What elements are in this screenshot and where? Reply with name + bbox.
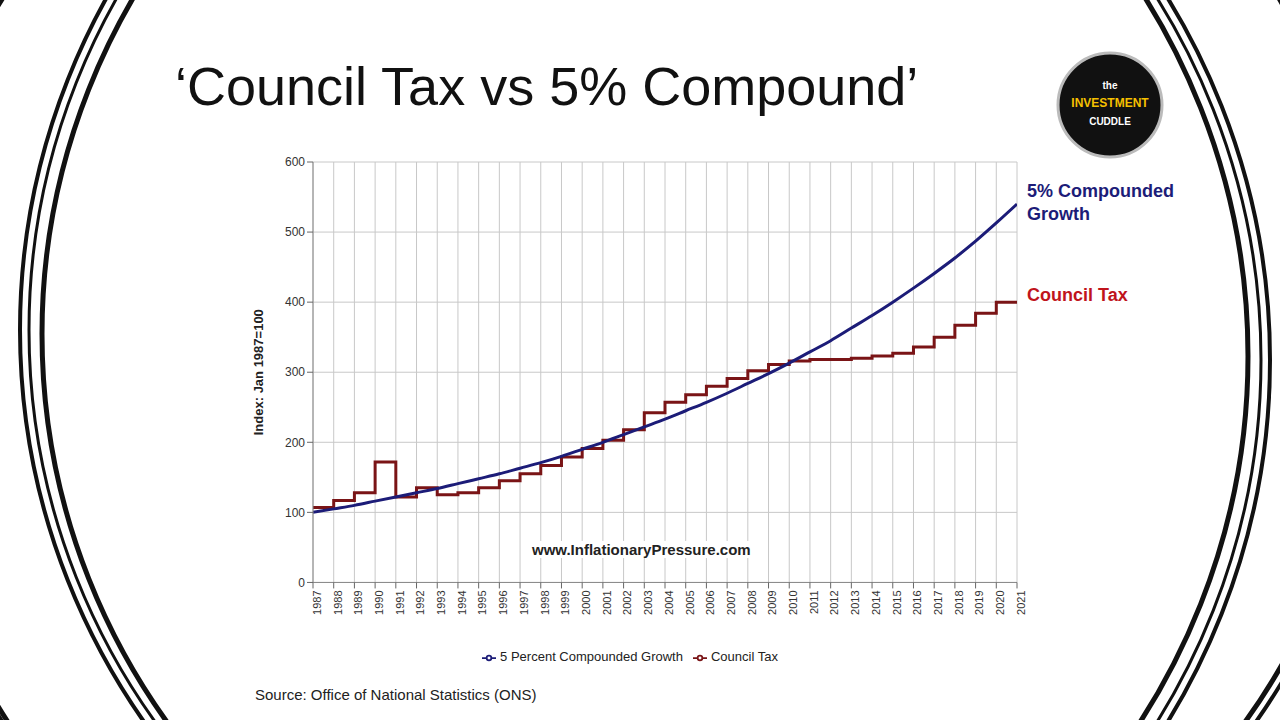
svg-text:2020: 2020 xyxy=(994,590,1006,614)
svg-text:2014: 2014 xyxy=(870,590,882,614)
html-text:5 Percent Compounded Growth: 5 Percent Compounded Growth xyxy=(500,649,683,665)
svg-text:1994: 1994 xyxy=(456,590,468,614)
svg-text:1998: 1998 xyxy=(539,590,551,614)
svg-text:2005: 2005 xyxy=(684,590,696,614)
svg-text:2011: 2011 xyxy=(808,590,820,614)
html-text:Council Tax: Council Tax xyxy=(710,649,778,665)
svg-text:600: 600 xyxy=(285,155,305,169)
svg-text:0: 0 xyxy=(298,576,305,590)
svg-text:2007: 2007 xyxy=(725,590,737,614)
svg-text:2004: 2004 xyxy=(663,590,675,614)
svg-text:Index: Jan 1987=100: Index: Jan 1987=100 xyxy=(251,309,266,435)
html-text:‘Council Tax vs 5% Compound’: ‘Council Tax vs 5% Compound’ xyxy=(175,56,919,116)
svg-text:2003: 2003 xyxy=(642,590,654,614)
svg-text:1997: 1997 xyxy=(518,590,530,614)
svg-text:2018: 2018 xyxy=(953,590,965,614)
svg-text:2000: 2000 xyxy=(580,590,592,614)
svg-text:2001: 2001 xyxy=(601,590,613,614)
svg-text:2015: 2015 xyxy=(891,590,903,614)
svg-text:2013: 2013 xyxy=(849,590,861,614)
svg-text:1990: 1990 xyxy=(373,590,385,614)
svg-text:INVESTMENT: INVESTMENT xyxy=(1071,96,1149,110)
svg-text:1999: 1999 xyxy=(559,590,571,614)
svg-text:1996: 1996 xyxy=(497,590,509,614)
html-text:Source: Office of National Sta: Source: Office of National Statistics (O… xyxy=(255,686,537,703)
svg-text:the: the xyxy=(1103,80,1118,91)
svg-text:2021: 2021 xyxy=(1015,590,1027,614)
html-text:www.InflationaryPressure.com: www.InflationaryPressure.com xyxy=(532,541,751,558)
svg-text:2012: 2012 xyxy=(828,590,840,614)
svg-text:1992: 1992 xyxy=(414,590,426,614)
svg-text:2010: 2010 xyxy=(787,590,799,614)
svg-text:1987: 1987 xyxy=(311,590,323,614)
svg-text:2006: 2006 xyxy=(704,590,716,614)
svg-text:300: 300 xyxy=(285,365,305,379)
svg-text:2009: 2009 xyxy=(766,590,778,614)
html-text:Council Tax: Council Tax xyxy=(1027,285,1128,305)
svg-text:2002: 2002 xyxy=(621,590,633,614)
svg-text:100: 100 xyxy=(285,506,305,520)
svg-text:1991: 1991 xyxy=(394,590,406,614)
svg-text:2017: 2017 xyxy=(932,590,944,614)
svg-text:200: 200 xyxy=(285,436,305,450)
svg-text:1988: 1988 xyxy=(332,590,344,614)
svg-text:2019: 2019 xyxy=(973,590,985,614)
svg-text:2016: 2016 xyxy=(911,590,923,614)
svg-text:500: 500 xyxy=(285,225,305,239)
html-text:5% Compounded Growth: 5% Compounded Growth xyxy=(1027,181,1174,224)
svg-text:CUDDLE: CUDDLE xyxy=(1089,116,1131,127)
svg-text:1995: 1995 xyxy=(476,590,488,614)
svg-text:400: 400 xyxy=(285,295,305,309)
svg-text:2008: 2008 xyxy=(746,590,758,614)
svg-text:1989: 1989 xyxy=(352,590,364,614)
svg-text:1993: 1993 xyxy=(435,590,447,614)
